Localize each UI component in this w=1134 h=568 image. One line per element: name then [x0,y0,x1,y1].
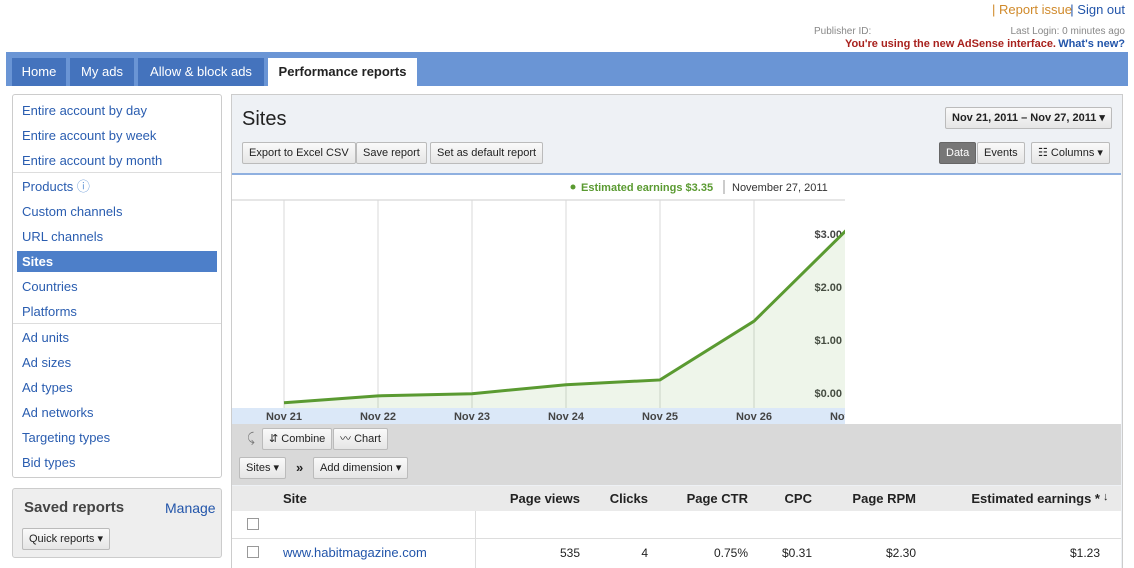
whats-new-link[interactable]: What's new? [1058,38,1125,50]
x-tick-label: Nov 24 [548,411,585,423]
sites-filter-button[interactable]: Sites ▾ [239,457,287,479]
x-tick-label: Nov 21 [266,411,302,423]
table-header-bg [232,486,1121,511]
legend-dot [570,184,576,190]
series-area [284,228,848,408]
sidebar [12,94,222,478]
column-header[interactable]: Site [283,491,307,506]
combine-button[interactable]: ⇵ Combine [262,428,333,450]
chart-clip-right [845,175,1121,424]
column-header[interactable]: Page views [509,491,580,506]
x-tick-label: Nov 23 [454,411,490,423]
sidebar-divider [13,172,221,173]
help-icon[interactable]: ⓘ [73,179,90,194]
row-divider [232,538,1121,539]
tab[interactable]: My ads [70,58,134,86]
report-title: Sites [242,108,287,130]
x-axis-band [232,408,845,424]
sidebar-link[interactable]: Ad types [22,380,73,395]
report-button[interactable]: Set as default report [430,142,544,164]
sidebar-link[interactable]: URL channels [22,229,104,244]
chart-top-rule [232,173,1121,175]
sidebar-link[interactable]: Custom channels [22,204,123,219]
chevron: » [296,460,304,475]
sidebar-divider [13,323,221,324]
sidebar-link[interactable]: Bid types [22,455,76,470]
sidebar-link[interactable]: Countries [22,279,78,294]
sidebar-link[interactable]: Entire account by day [22,103,148,118]
sidebar-link[interactable]: Entire account by week [22,128,157,143]
sign-out-text[interactable]: Sign out [1077,2,1125,17]
row-checkbox[interactable] [247,518,259,530]
report-button[interactable]: Export to Excel CSV [242,142,356,164]
sidebar-link[interactable]: Ad sizes [22,355,72,370]
interface-notice: You're using the new AdSense interface. [844,38,1056,50]
combine-text[interactable]: Combine [281,433,326,445]
data-view-button[interactable]: Data [939,142,977,164]
columns-text[interactable]: Columns [1050,147,1095,159]
y-tick-label: $2.00 [814,282,842,294]
column-header[interactable]: Page RPM [852,491,916,506]
column-header[interactable]: Estimated earnings * [971,491,1100,506]
quick-reports-button[interactable]: Quick reports ▾ [22,528,110,550]
chart: Nov 21 Nov 22 Nov 23 Nov 24 Nov 25 Nov 26 Nov … [232,175,1121,424]
table-cell: 4 [641,546,648,560]
add-dimension-button[interactable]: Add dimension ▾ [313,457,409,479]
x-tick-label: Nov 25 [642,411,678,423]
sidebar-link[interactable]: Ad units [22,330,69,345]
site-link[interactable]: www.habitmagazine.com [283,545,427,560]
events-view-button[interactable]: Events [977,142,1025,164]
sign-out-link[interactable]: | Sign out [1070,2,1125,17]
sidebar-link[interactable]: Targeting types [22,430,111,445]
add-dimension-text[interactable]: Add dimension [320,462,393,474]
date-range-button[interactable]: Nov 21, 2011 – Nov 27, 2011 ▾ [945,107,1112,129]
table-cell: $0.31 [781,546,812,560]
manage-link[interactable]: Manage [165,500,216,516]
sites-filter-text[interactable]: Sites [246,462,271,474]
sidebar-link[interactable]: Sites [17,251,217,272]
swap-icon: ⤹ [247,430,255,445]
report-button[interactable]: Save report [356,142,427,164]
report-issue-link[interactable]: | Report issue [992,2,1072,17]
table-cell: $1.23 [1069,546,1100,560]
row-checkbox[interactable] [247,546,259,558]
x-tick-label: Nov 26 [736,411,772,423]
y-tick-label: $1.00 [814,335,842,347]
series-line [283,227,850,405]
table-cell: 0.75% [713,546,748,560]
chart-button[interactable]: 〰 Chart [333,428,388,450]
chart-text[interactable]: Chart [354,433,381,445]
publisher-id: Publisher ID: [814,26,872,37]
events-view-text[interactable]: Events [984,147,1018,159]
sidebar-link[interactable]: Ad networks [22,405,94,420]
x-tick-label: Nov 22 [360,411,396,423]
table-body-bg [232,511,1121,568]
column-header[interactable]: Clicks [609,491,648,506]
table-cell: 535 [559,546,580,560]
quick-reports-text[interactable]: Quick reports [29,533,95,545]
table-cell: $2.30 [885,546,916,560]
tab[interactable]: Allow & block ads [138,58,264,86]
last-login: Last Login: 0 minutes ago [1010,26,1125,37]
columns-button[interactable]: ☷ Columns ▾ [1031,142,1110,164]
legend-date: November 27, 2011 [732,182,828,194]
data-view-text[interactable]: Data [946,147,970,159]
y-tick-label: $3.00 [814,229,842,241]
column-header[interactable]: Page CTR [686,491,748,506]
sidebar-link[interactable]: Platforms [22,304,77,319]
sidebar-link[interactable]: Entire account by month [22,153,163,168]
saved-reports-title: Saved reports [24,499,125,516]
date-range-text[interactable]: Nov 21, 2011 – Nov 27, 2011 [952,112,1097,124]
y-tick-label: $0.00 [814,388,842,400]
sidebar-link[interactable]: Products ⓘ [22,179,90,194]
tab[interactable]: Performance reports [268,58,417,86]
report-issue-text[interactable]: Report issue [999,2,1072,17]
legend-text: Estimated earnings $3.35 [581,182,713,194]
tab[interactable]: Home [12,58,66,86]
column-divider [475,511,476,568]
sort-arrow: ↓ [1103,491,1109,503]
plot-bg [232,175,845,424]
column-header[interactable]: CPC [784,491,812,506]
